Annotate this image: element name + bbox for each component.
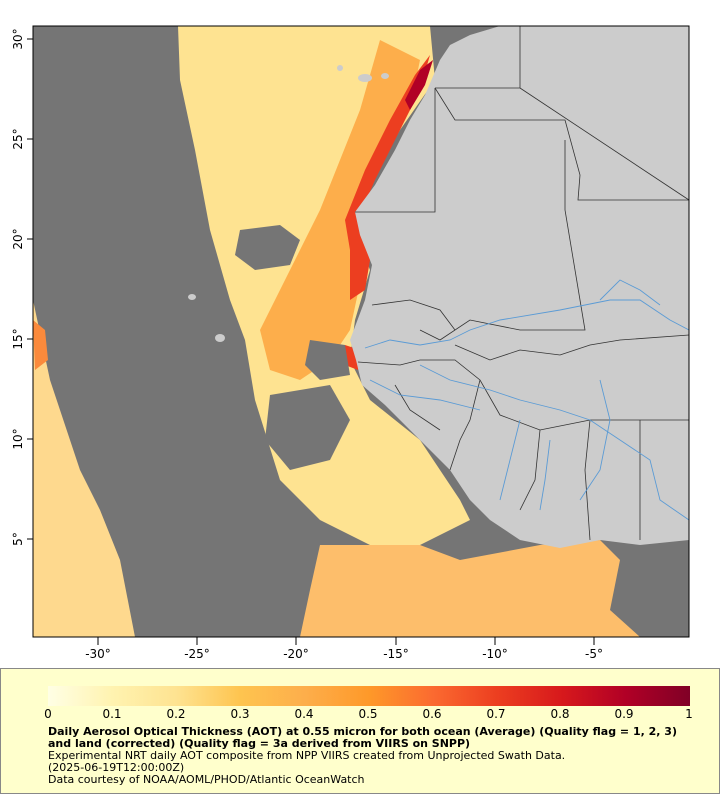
axis-ticks <box>27 38 595 645</box>
lon-tick-label: -20° <box>283 647 309 661</box>
cape-verde-island <box>188 294 196 300</box>
legend-description: Experimental NRT daily AOT composite fro… <box>48 749 566 762</box>
colorbar-label: 0.5 <box>358 707 378 721</box>
aot-swath-west-hot <box>33 320 48 370</box>
legend-date: (2025-06-19T12:00:00Z) <box>48 761 185 774</box>
lon-tick-label: -10° <box>482 647 508 661</box>
legend-title: Daily Aerosol Optical Thickness (AOT) at… <box>48 725 677 750</box>
lon-tick-label: -15° <box>383 647 409 661</box>
aot-plume-orange <box>260 40 420 380</box>
legend-panel: 0 0.1 0.2 0.3 0.4 0.5 0.6 0.7 0.8 0.9 1 … <box>0 668 720 794</box>
lat-tick-label: 5° <box>11 532 25 546</box>
aot-gulf-of-guinea <box>300 540 640 637</box>
colorbar <box>48 686 690 706</box>
lon-tick-label: -5° <box>585 647 603 661</box>
canary-island <box>337 65 343 71</box>
lat-tick-label: 30° <box>11 28 25 49</box>
no-data-gap-1 <box>235 225 300 270</box>
cape-verde-island <box>215 334 225 342</box>
colorbar-label: 0.3 <box>230 707 250 721</box>
lat-tick-label: 25° <box>11 128 25 149</box>
colorbar-label: 0.6 <box>422 707 442 721</box>
colorbar-label: 0 <box>44 707 52 721</box>
colorbar-label: 0.7 <box>486 707 506 721</box>
map-frame <box>32 25 690 638</box>
lon-tick-label: -25° <box>184 647 210 661</box>
rivers <box>364 279 690 521</box>
lat-tick-label: 10° <box>11 428 25 449</box>
aot-plume-darkred <box>405 60 433 110</box>
colorbar-label: 0.9 <box>614 707 634 721</box>
colorbar-gradient <box>48 686 690 706</box>
lat-tick-label: 20° <box>11 228 25 249</box>
lon-tick-label: -30° <box>85 647 111 661</box>
no-data-gap-3 <box>305 340 350 380</box>
canary-island <box>358 74 372 82</box>
colorbar-label: 0.8 <box>550 707 570 721</box>
lat-tick-label: 15° <box>11 328 25 349</box>
colorbar-label: 0.4 <box>294 707 314 721</box>
aot-map: -30° -25° -20° -15° -10° -5° 30° 25° 20°… <box>11 25 690 661</box>
colorbar-label: 0.2 <box>166 707 186 721</box>
country-borders <box>355 26 690 541</box>
aot-swath-west <box>33 300 135 637</box>
legend-credit: Data courtesy of NOAA/AOML/PHOD/Atlantic… <box>48 773 365 786</box>
no-data-gap-2 <box>265 385 350 470</box>
colorbar-label: 1 <box>685 707 693 721</box>
colorbar-label: 0.1 <box>102 707 122 721</box>
canary-island <box>381 73 389 79</box>
